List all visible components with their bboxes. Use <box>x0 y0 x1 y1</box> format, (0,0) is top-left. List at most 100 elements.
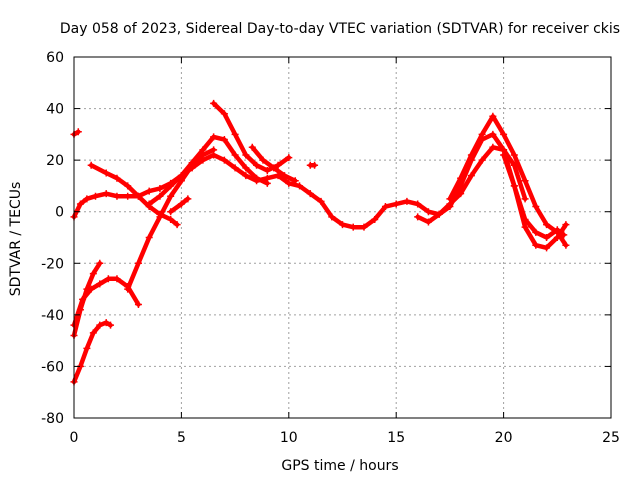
data-point <box>414 200 422 208</box>
data-point <box>242 151 250 159</box>
data-point <box>349 223 357 231</box>
data-point <box>231 164 239 172</box>
data-point <box>134 259 142 267</box>
grid <box>74 57 611 418</box>
data-point <box>104 275 112 283</box>
series-trace <box>447 114 569 248</box>
data-point <box>285 154 293 162</box>
data-point <box>83 344 91 352</box>
data-point <box>270 164 278 172</box>
data-point <box>167 208 175 216</box>
data-point <box>107 321 115 329</box>
y-tick-label: 20 <box>46 153 64 169</box>
data-point <box>113 275 121 283</box>
series-arc-n <box>414 143 529 226</box>
data-point <box>231 130 239 138</box>
data-point <box>424 208 432 216</box>
data-point <box>489 143 497 151</box>
data-point <box>263 166 271 174</box>
data-point <box>562 221 570 229</box>
series-arc-h <box>248 143 299 185</box>
x-tick-label: 10 <box>280 430 298 446</box>
data-point <box>510 182 518 190</box>
data-point <box>113 174 121 182</box>
data-point <box>167 182 175 190</box>
y-tick-label: 40 <box>46 102 64 118</box>
data-point <box>285 179 293 187</box>
x-axis-label: GPS time / hours <box>281 458 398 474</box>
data-point <box>457 174 465 182</box>
data-point <box>360 223 368 231</box>
data-point <box>188 159 196 167</box>
series-arc-g <box>210 99 293 174</box>
data-point <box>562 241 570 249</box>
data-point <box>210 133 218 141</box>
data-point <box>156 192 164 200</box>
data-point <box>403 197 411 205</box>
data-point <box>199 146 207 154</box>
data-point <box>76 306 84 314</box>
data-point <box>253 161 261 169</box>
data-point <box>489 112 497 120</box>
data-point <box>173 221 181 229</box>
data-point <box>424 218 432 226</box>
data-point <box>478 130 486 138</box>
data-point <box>467 172 475 180</box>
data-point <box>510 151 518 159</box>
data-point <box>532 203 540 211</box>
plot-frame <box>73 56 612 419</box>
data-point <box>156 210 164 218</box>
data-point <box>220 110 228 118</box>
data-point <box>242 172 250 180</box>
data-point <box>145 234 153 241</box>
data-point <box>89 329 97 337</box>
data-point <box>521 177 529 185</box>
data-point <box>113 192 121 200</box>
data-point <box>543 221 551 229</box>
x-tick-label: 15 <box>387 430 405 446</box>
data-point <box>248 143 256 151</box>
data-point <box>83 195 91 203</box>
data-point <box>76 200 84 208</box>
axis-ticks: 0 5 10 15 20 25 -80 -60 -40 -20 0 20 40 60 <box>41 50 620 446</box>
data-point <box>124 285 132 293</box>
data-point <box>167 192 175 200</box>
y-axis-label: SDTVAR / TECUs <box>8 182 24 297</box>
y-tick-label: 0 <box>55 205 64 221</box>
series-arc-c <box>70 319 115 386</box>
data-point <box>263 179 271 187</box>
data-point <box>553 234 561 241</box>
data-point <box>124 192 132 200</box>
data-point <box>167 215 175 223</box>
data-point <box>89 270 97 278</box>
data-point <box>371 215 379 223</box>
series-trace <box>211 101 292 173</box>
data-point <box>210 146 218 154</box>
data-point <box>532 228 540 236</box>
data-point <box>381 203 389 211</box>
data-point <box>500 146 508 154</box>
data-point <box>91 192 99 200</box>
series-arc-k <box>306 161 319 169</box>
y-tick-label: -20 <box>41 256 64 272</box>
y-tick-label: -80 <box>41 411 64 427</box>
data-point <box>96 321 104 329</box>
data-point <box>231 151 239 159</box>
data-point <box>210 99 218 107</box>
x-tick-label: 0 <box>70 430 79 446</box>
data-point <box>510 161 518 169</box>
data-point <box>74 128 82 136</box>
data-point <box>311 161 319 169</box>
y-tick-label: -40 <box>41 308 64 324</box>
data-point <box>339 221 346 229</box>
x-tick-label: 20 <box>495 430 513 446</box>
data-point <box>253 174 261 182</box>
data-point <box>177 172 185 180</box>
data-point <box>281 172 289 180</box>
data-point <box>392 200 400 208</box>
data-point <box>242 164 250 172</box>
data-point <box>521 223 529 231</box>
data-point <box>145 187 153 195</box>
data-point <box>543 234 551 241</box>
